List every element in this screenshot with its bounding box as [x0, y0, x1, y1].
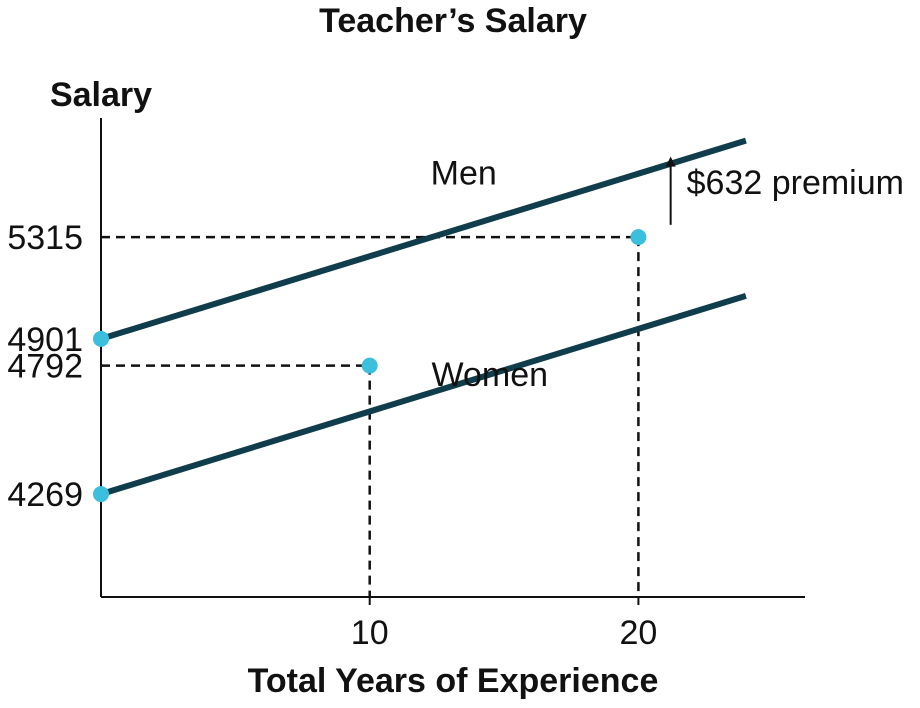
data-points: [93, 229, 647, 503]
y-tick-label: 4792: [7, 348, 83, 386]
x-tick-label: 10: [351, 614, 389, 652]
series-line-women: [100, 292, 747, 497]
series-lines: [100, 137, 747, 497]
y-tick-label: 4901: [7, 321, 83, 359]
x-axis-label: Total Years of Experience: [248, 662, 659, 700]
data-point: [93, 330, 109, 347]
x-tick-label: 20: [619, 614, 657, 652]
premium-arrow-head: [665, 156, 676, 167]
series-line-men: [100, 137, 747, 342]
axes: [100, 118, 805, 605]
chart-title: Teacher’s Salary: [319, 2, 587, 40]
data-point: [93, 486, 109, 503]
series-label-women: Women: [432, 356, 549, 394]
data-point: [630, 229, 647, 246]
y-tick-label: 5315: [7, 219, 83, 257]
y-tick-label: 4269: [7, 476, 83, 514]
series-labels: Men Women: [431, 154, 548, 394]
reference-lines: [101, 235, 640, 597]
premium-annotation: $632 premium: [665, 156, 904, 225]
premium-annotation-text: $632 premium: [687, 164, 904, 202]
data-point: [361, 357, 378, 374]
y-axis-label: Salary: [50, 76, 152, 114]
series-label-men: Men: [431, 154, 497, 192]
